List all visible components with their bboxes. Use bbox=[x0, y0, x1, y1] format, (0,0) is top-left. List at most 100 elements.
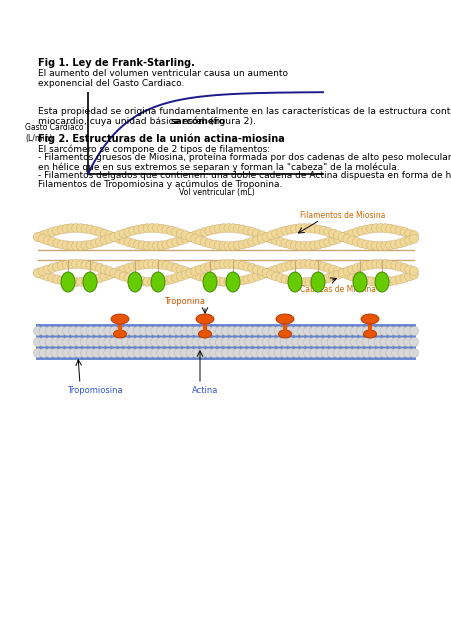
Circle shape bbox=[69, 326, 78, 335]
Circle shape bbox=[115, 337, 124, 347]
Circle shape bbox=[403, 348, 412, 358]
Circle shape bbox=[48, 264, 57, 273]
Circle shape bbox=[48, 273, 57, 282]
Circle shape bbox=[69, 348, 78, 358]
Circle shape bbox=[268, 337, 277, 347]
Circle shape bbox=[409, 348, 418, 358]
Circle shape bbox=[139, 337, 148, 347]
Circle shape bbox=[190, 270, 199, 279]
Circle shape bbox=[48, 227, 57, 237]
Circle shape bbox=[409, 234, 418, 243]
Circle shape bbox=[151, 326, 160, 335]
Text: - Filamentos delgados que contienen: una doble cadena de Actina dispuesta en for: - Filamentos delgados que contienen: una… bbox=[38, 171, 451, 180]
Circle shape bbox=[90, 226, 99, 235]
Circle shape bbox=[244, 348, 253, 358]
Ellipse shape bbox=[61, 272, 75, 292]
Circle shape bbox=[262, 232, 270, 241]
Circle shape bbox=[266, 270, 275, 279]
Circle shape bbox=[209, 337, 218, 347]
Circle shape bbox=[223, 241, 232, 250]
Circle shape bbox=[385, 348, 394, 358]
Circle shape bbox=[356, 226, 365, 235]
Text: Vol ventricular (mL): Vol ventricular (mL) bbox=[179, 188, 254, 197]
Circle shape bbox=[313, 261, 322, 270]
Circle shape bbox=[157, 224, 166, 233]
Circle shape bbox=[67, 223, 76, 233]
Circle shape bbox=[186, 326, 195, 335]
Circle shape bbox=[157, 241, 166, 250]
Circle shape bbox=[356, 348, 365, 358]
Circle shape bbox=[403, 326, 412, 335]
Circle shape bbox=[356, 262, 365, 271]
Ellipse shape bbox=[128, 272, 142, 292]
Circle shape bbox=[57, 261, 66, 270]
Circle shape bbox=[161, 276, 170, 285]
Circle shape bbox=[256, 348, 265, 358]
Circle shape bbox=[110, 269, 119, 278]
Circle shape bbox=[337, 269, 346, 278]
Circle shape bbox=[380, 277, 389, 286]
Circle shape bbox=[195, 229, 204, 238]
Circle shape bbox=[143, 277, 152, 286]
Circle shape bbox=[215, 337, 224, 347]
Circle shape bbox=[281, 275, 290, 284]
Circle shape bbox=[379, 326, 388, 335]
Circle shape bbox=[318, 262, 327, 271]
Circle shape bbox=[171, 273, 180, 282]
Circle shape bbox=[239, 337, 248, 347]
Circle shape bbox=[285, 276, 294, 285]
Circle shape bbox=[379, 337, 388, 347]
Text: Esta propiedad se origina fundamentalmente en las características de la estructu: Esta propiedad se origina fundamentalmen… bbox=[38, 107, 451, 116]
Circle shape bbox=[198, 348, 207, 358]
Circle shape bbox=[162, 348, 171, 358]
Circle shape bbox=[174, 326, 183, 335]
Circle shape bbox=[86, 261, 95, 270]
Circle shape bbox=[166, 262, 175, 271]
Circle shape bbox=[52, 226, 61, 235]
Circle shape bbox=[238, 240, 247, 249]
Circle shape bbox=[233, 241, 242, 250]
Circle shape bbox=[262, 269, 270, 278]
Circle shape bbox=[145, 326, 154, 335]
Circle shape bbox=[362, 326, 371, 335]
Circle shape bbox=[337, 269, 346, 278]
Circle shape bbox=[143, 241, 152, 250]
Circle shape bbox=[86, 326, 95, 335]
Circle shape bbox=[257, 231, 266, 240]
Circle shape bbox=[147, 259, 156, 269]
Circle shape bbox=[133, 261, 142, 270]
Circle shape bbox=[399, 264, 408, 273]
Circle shape bbox=[133, 240, 142, 249]
Circle shape bbox=[328, 265, 337, 274]
Circle shape bbox=[110, 348, 119, 358]
Circle shape bbox=[247, 227, 256, 237]
Circle shape bbox=[403, 337, 412, 347]
Circle shape bbox=[63, 348, 72, 358]
Circle shape bbox=[285, 240, 294, 249]
Ellipse shape bbox=[202, 272, 216, 292]
Circle shape bbox=[119, 272, 128, 281]
Circle shape bbox=[247, 264, 256, 273]
Circle shape bbox=[356, 239, 365, 248]
Circle shape bbox=[81, 224, 90, 233]
Circle shape bbox=[337, 232, 346, 241]
Circle shape bbox=[209, 225, 218, 234]
Circle shape bbox=[115, 348, 124, 358]
Text: Troponina: Troponina bbox=[164, 297, 205, 306]
Circle shape bbox=[281, 226, 290, 235]
Ellipse shape bbox=[151, 272, 165, 292]
Circle shape bbox=[174, 348, 183, 358]
Circle shape bbox=[171, 237, 180, 246]
Ellipse shape bbox=[360, 314, 378, 324]
Circle shape bbox=[309, 224, 318, 233]
Circle shape bbox=[332, 337, 341, 347]
Circle shape bbox=[57, 225, 66, 234]
Circle shape bbox=[80, 337, 89, 347]
Text: Tropomiosina: Tropomiosina bbox=[67, 386, 123, 395]
Circle shape bbox=[98, 326, 107, 335]
Circle shape bbox=[92, 348, 101, 358]
Circle shape bbox=[390, 276, 399, 285]
Circle shape bbox=[185, 269, 194, 278]
Circle shape bbox=[276, 237, 285, 246]
Circle shape bbox=[391, 337, 400, 347]
